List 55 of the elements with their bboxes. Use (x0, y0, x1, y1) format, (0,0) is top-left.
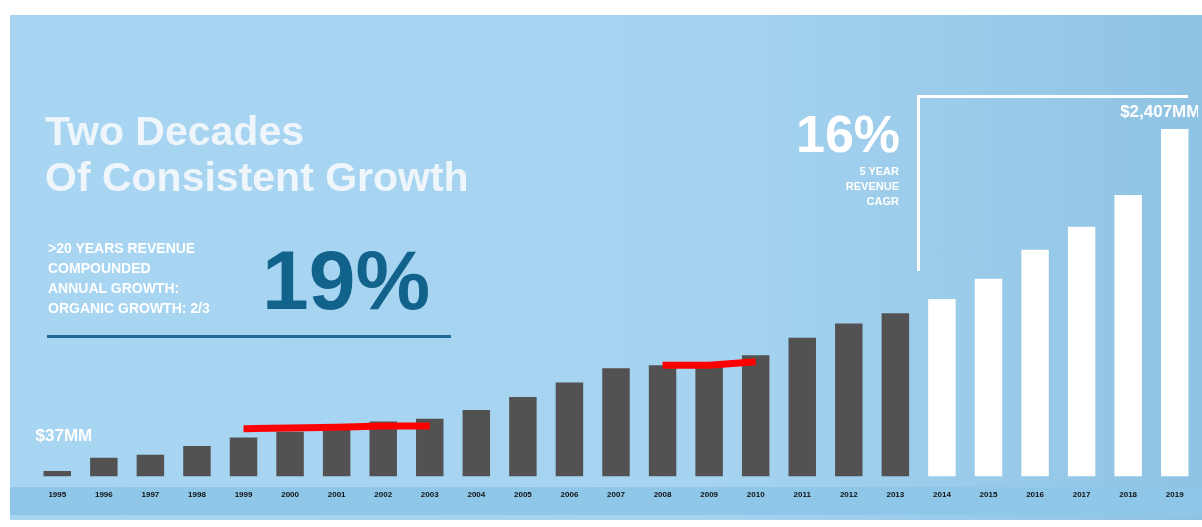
chart-title: Two Decades Of Consistent Growth (45, 108, 469, 200)
bar (229, 437, 258, 477)
x-tick-label: 2000 (281, 490, 300, 500)
x-tick-label: 2007 (607, 490, 626, 500)
x-tick-label: 1997 (141, 490, 160, 500)
bar (43, 471, 72, 477)
bar (1114, 194, 1142, 477)
x-tick-label: 2016 (1026, 490, 1045, 500)
x-tick-label: 2017 (1072, 490, 1092, 500)
bar (1067, 226, 1096, 477)
annotation: 5 YEAR REVENUE CAGR (844, 164, 899, 209)
annotation: 19% (262, 232, 431, 328)
bar (602, 368, 630, 477)
annotation: >20 YEARS REVENUE COMPOUNDED ANNUAL GROWTH: ORGANIC GROWTH: 2/3 (48, 239, 210, 318)
bar (835, 323, 863, 477)
x-tick-label: 2002 (374, 490, 393, 500)
bar (136, 454, 165, 477)
bar (462, 410, 491, 477)
x-tick-label: 2006 (560, 490, 579, 500)
x-tick-label: 2004 (467, 490, 486, 500)
x-tick-label: 2010 (746, 490, 766, 500)
x-tick-label: 2011 (793, 490, 812, 500)
bar (183, 446, 211, 477)
x-tick-label: 1996 (94, 490, 114, 500)
bar (881, 313, 910, 477)
bar (928, 298, 956, 477)
bar (648, 365, 677, 477)
x-tick-label: 2009 (700, 490, 719, 500)
x-tick-label: 2015 (979, 490, 998, 500)
x-tick-label: 2013 (886, 490, 905, 500)
x-tick-label: 2012 (839, 490, 859, 500)
bar (788, 337, 816, 477)
x-tick-label: 2005 (513, 490, 533, 500)
bar (1021, 249, 1049, 477)
bar (322, 427, 351, 477)
bar (276, 431, 304, 477)
bar (555, 382, 584, 477)
annotation: 16% (796, 104, 901, 164)
x-tick-label: 2008 (653, 490, 673, 500)
x-tick-label: 1998 (188, 490, 207, 500)
data-label: $37MM (35, 426, 93, 446)
x-tick-label: 1995 (48, 490, 67, 500)
x-tick-label: 2001 (327, 490, 347, 500)
bar (974, 278, 1003, 477)
x-tick-label: 2003 (420, 490, 440, 500)
bar (741, 355, 770, 477)
bar (1160, 129, 1189, 477)
x-tick-label: 2014 (933, 490, 952, 500)
x-tick-label: 1999 (234, 490, 253, 500)
bar (509, 397, 537, 477)
x-tick-label: 2019 (1165, 490, 1185, 500)
bar (416, 418, 444, 477)
x-tick-label: 2018 (1119, 490, 1138, 500)
bar (695, 365, 723, 477)
bar (90, 457, 118, 477)
